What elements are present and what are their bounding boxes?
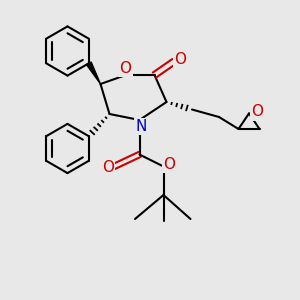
Text: N: N: [135, 119, 147, 134]
Text: O: O: [119, 61, 131, 76]
Text: O: O: [251, 104, 263, 119]
Text: O: O: [102, 160, 114, 175]
Polygon shape: [86, 62, 100, 84]
Text: O: O: [174, 52, 186, 67]
Text: O: O: [164, 157, 175, 172]
